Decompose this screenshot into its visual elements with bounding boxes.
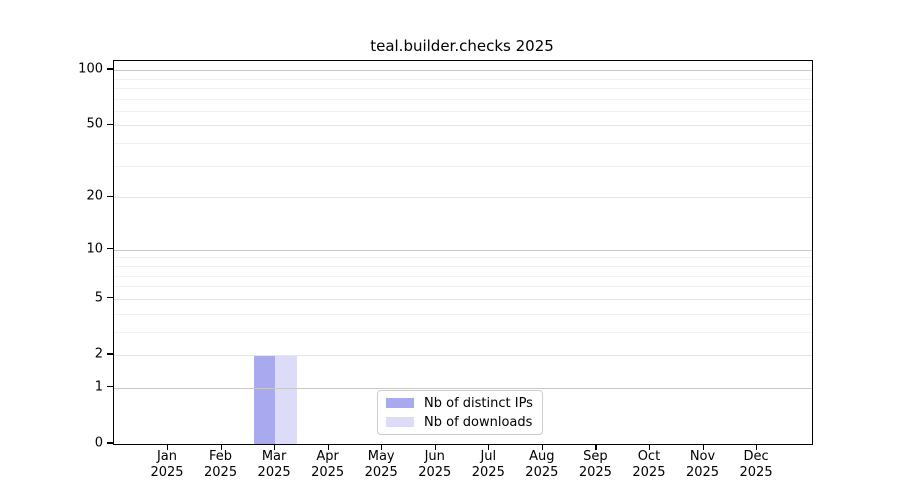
gridline-major-1 [114, 387, 812, 389]
gridline-major-5 [114, 298, 812, 300]
y-tick-label-5: 5 [94, 290, 103, 306]
y-tick-mark-100 [107, 68, 113, 70]
x-tick-label-oct: Oct 2025 [632, 449, 666, 480]
gridline-major-50 [114, 125, 812, 127]
gridline-minor-4 [114, 313, 812, 315]
x-tick-mark-jan [167, 444, 169, 450]
x-tick-label-mar: Mar 2025 [257, 449, 291, 480]
y-tick-label-100: 100 [78, 61, 103, 77]
legend-swatch-distinct-ips-icon [386, 398, 414, 408]
gridline-minor-3 [114, 331, 812, 333]
y-tick-mark-1 [107, 386, 113, 388]
y-tick-label-1: 1 [94, 379, 103, 395]
legend-label-downloads: Nb of downloads [424, 414, 533, 430]
gridline-minor-60 [114, 110, 812, 112]
x-tick-mark-jun [434, 444, 436, 450]
x-tick-label-dec: Dec 2025 [739, 449, 773, 480]
x-tick-mark-may [381, 444, 383, 450]
x-tick-mark-apr [327, 444, 329, 450]
gridline-minor-6 [114, 286, 812, 288]
x-tick-label-apr: Apr 2025 [311, 449, 345, 480]
bar-distinct-ips-mar [253, 354, 276, 444]
gridline-minor-40 [114, 143, 812, 145]
gridline-minor-7 [114, 275, 812, 277]
gridline-major-20 [114, 197, 812, 199]
y-tick-label-20: 20 [86, 188, 103, 204]
legend-label-distinct-ips: Nb of distinct IPs [424, 395, 533, 411]
x-tick-mark-jul [488, 444, 490, 450]
x-tick-label-sep: Sep 2025 [578, 449, 612, 480]
y-tick-label-50: 50 [86, 116, 103, 132]
gridline-minor-90 [114, 78, 812, 80]
x-tick-label-nov: Nov 2025 [685, 449, 720, 480]
bar-downloads-mar [275, 354, 297, 444]
x-tick-label-aug: Aug 2025 [525, 449, 559, 480]
legend-swatch-downloads-icon [386, 417, 414, 427]
y-tick-label-10: 10 [86, 241, 103, 257]
y-tick-mark-50 [107, 123, 113, 126]
y-tick-label-2: 2 [94, 346, 103, 362]
x-tick-mark-feb [220, 444, 222, 450]
x-tick-mark-dec [756, 444, 758, 450]
y-tick-mark-20 [107, 195, 113, 197]
gridline-major-100 [114, 70, 812, 72]
x-tick-label-jan: Jan 2025 [150, 449, 184, 480]
gridline-minor-80 [114, 87, 812, 89]
plot-area [113, 60, 813, 445]
gridline-minor-70 [114, 98, 812, 100]
gridline-major-2 [114, 354, 812, 356]
x-tick-mark-aug [541, 444, 544, 450]
gridline-minor-30 [114, 165, 812, 167]
y-tick-mark-0 [107, 442, 113, 444]
x-tick-mark-oct [648, 444, 651, 450]
x-tick-label-may: May 2025 [364, 449, 398, 480]
gridline-minor-8 [114, 265, 812, 267]
y-tick-mark-10 [107, 248, 113, 250]
x-tick-mark-mar [274, 444, 276, 450]
chart-title: teal.builder.checks 2025 [370, 37, 554, 55]
legend-item-distinct-ips: Nb of distinct IPs [386, 394, 534, 412]
legend-item-downloads: Nb of downloads [386, 413, 534, 431]
gridline-major-10 [114, 249, 812, 251]
x-tick-label-feb: Feb 2025 [204, 449, 238, 480]
y-tick-label-0: 0 [94, 435, 103, 451]
y-tick-mark-5 [107, 297, 113, 299]
x-tick-mark-sep [595, 444, 597, 450]
x-tick-label-jun: Jun 2025 [418, 449, 452, 480]
x-tick-label-jul: Jul 2025 [471, 449, 505, 480]
gridline-minor-9 [114, 257, 812, 259]
legend: Nb of distinct IPs Nb of downloads [377, 390, 543, 435]
x-tick-mark-nov [702, 444, 704, 450]
y-tick-mark-2 [107, 353, 113, 355]
